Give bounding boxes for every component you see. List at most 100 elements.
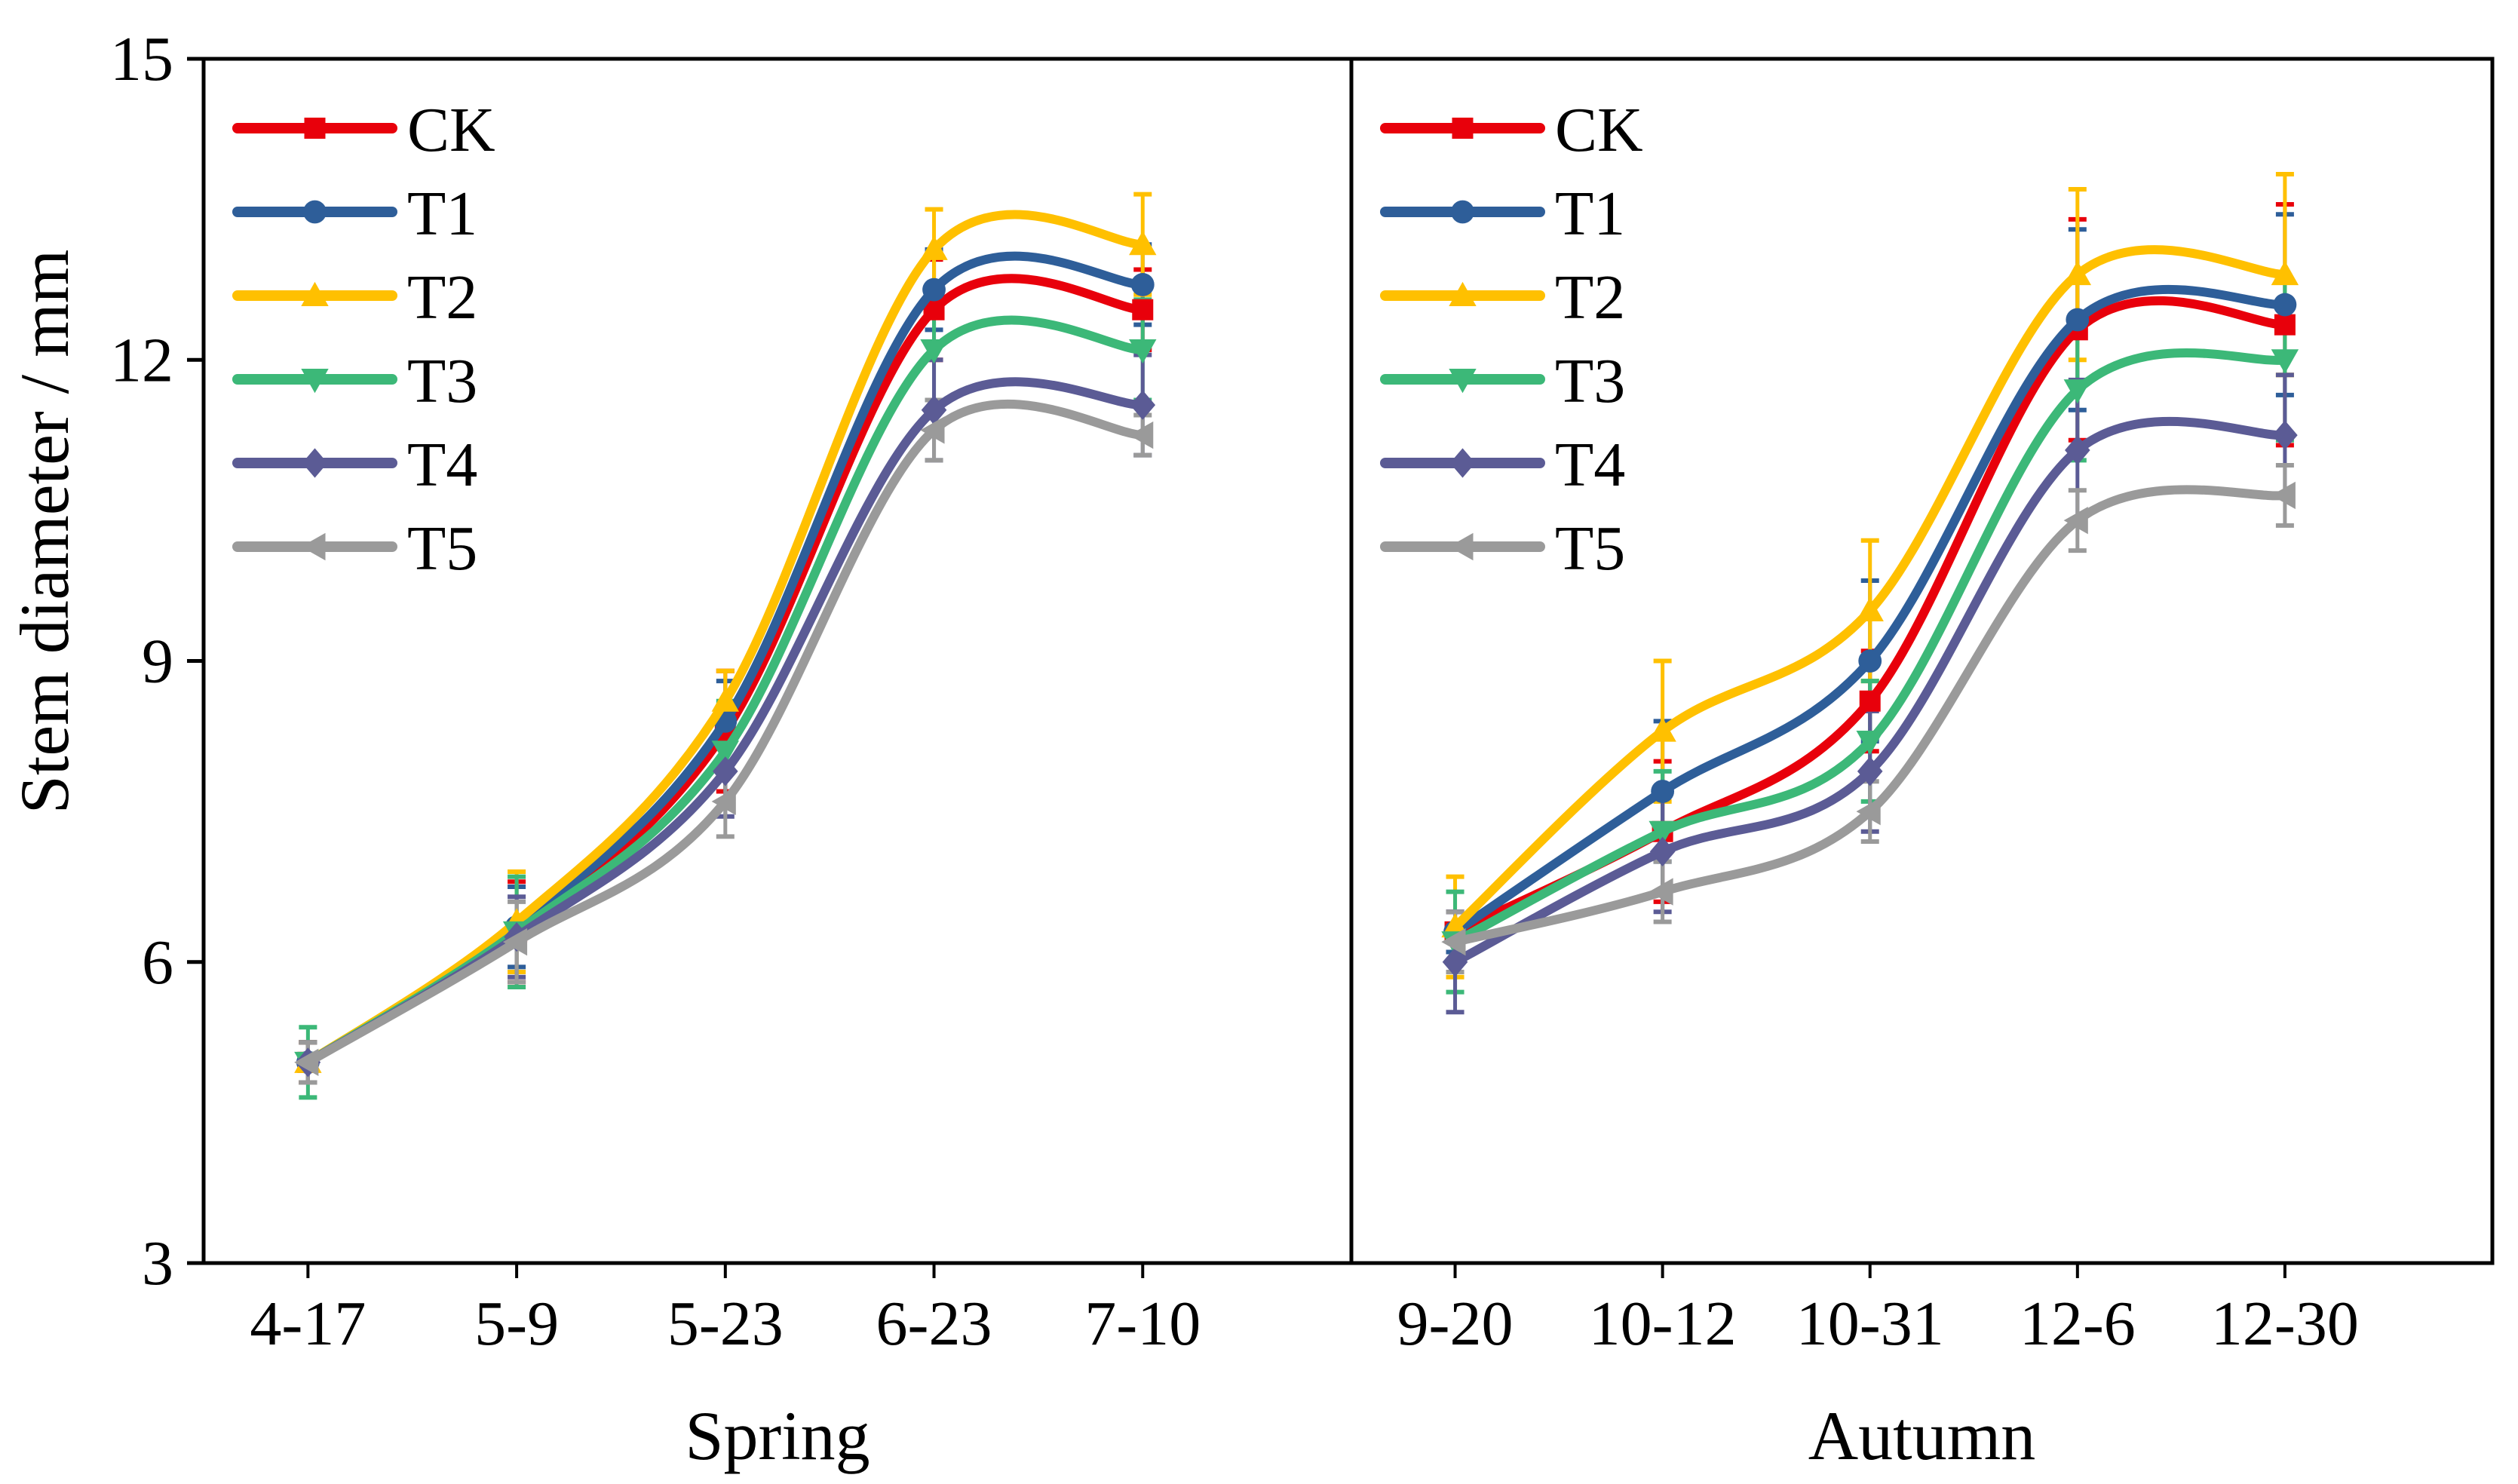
plot-border [201, 57, 2495, 1265]
data-point-t5 [1649, 878, 1673, 906]
series-line-t3 [1450, 348, 2290, 947]
legend-label: CK [407, 95, 495, 165]
series-line-t2 [303, 210, 1148, 1067]
legend-label: T5 [407, 514, 477, 584]
data-point-t3 [711, 740, 740, 765]
data-point-t3 [1856, 730, 1884, 756]
series-t5 [1441, 481, 2296, 956]
data-point-t4 [713, 756, 738, 786]
y-tick-label: 6 [142, 928, 173, 998]
data-point-t5 [1129, 421, 1154, 449]
data-point-t1 [2066, 308, 2090, 332]
data-point-t5 [1856, 797, 1881, 826]
legend-label: T1 [407, 179, 477, 249]
y-tick-label: 9 [142, 627, 173, 697]
legend-marker-ck [1452, 118, 1474, 139]
x-tick-label: 5-23 [667, 1289, 784, 1359]
data-point-t1 [2273, 293, 2297, 317]
x-tick-label: 12-6 [2020, 1289, 2136, 1359]
legend-label: CK [1555, 95, 1643, 165]
data-point-t5 [502, 928, 528, 956]
panel-autumn: 9-20 10-12 10-31 12-6 12-30 Autumn CK T1 T2 T3 T4 T… [1380, 95, 2359, 1474]
y-axis: 3 6 9 12 15 [110, 24, 204, 1298]
x-axis-0: 4-17 5-9 5-23 6-23 7-10 Spring [250, 1263, 1201, 1474]
data-point-t1 [1651, 780, 1675, 803]
x-tick-label: 9-20 [1397, 1289, 1514, 1359]
legend-label: T1 [1555, 179, 1625, 249]
data-point-t2 [920, 235, 948, 260]
data-point-t5 [2063, 506, 2088, 535]
legend-label: T5 [1555, 514, 1625, 584]
legend-label: T3 [407, 346, 477, 416]
data-point-t4 [921, 395, 947, 425]
series-group-0 [294, 192, 1157, 1100]
data-point-t5 [1441, 928, 1466, 956]
series-t5 [294, 399, 1154, 1077]
series-line-t4 [1450, 416, 2290, 967]
data-point-t4 [2065, 435, 2090, 465]
data-point-t1 [1858, 649, 1882, 673]
data-point-t3 [920, 339, 948, 364]
data-point-t3 [1649, 820, 1676, 845]
legend-marker-t1 [303, 200, 327, 224]
legend-marker-t2 [301, 281, 329, 306]
x-tick-label: 5-9 [474, 1289, 559, 1359]
data-point-ck [2274, 314, 2296, 336]
legend-marker-t3 [301, 369, 329, 394]
data-point-t1 [922, 277, 946, 302]
y-tick-label: 3 [142, 1228, 173, 1298]
legend-marker-t1 [1451, 200, 1474, 224]
x-tick-label: 10-12 [1589, 1289, 1737, 1359]
x-axis-title: Autumn [1808, 1397, 2036, 1474]
x-tick-label: 10-31 [1796, 1289, 1944, 1359]
data-point-t4 [1857, 756, 1883, 786]
x-axis-1: 9-20 10-12 10-31 12-6 12-30 Autumn [1397, 1263, 2359, 1474]
data-point-t3 [2063, 379, 2092, 404]
y-tick-label: 12 [110, 325, 173, 395]
series-line-t5 [303, 399, 1148, 1067]
series-line-t1 [1450, 284, 2290, 937]
data-point-t4 [2272, 420, 2298, 450]
legend-marker-t2 [1449, 281, 1477, 306]
legend-label: T2 [1555, 262, 1625, 333]
data-point-t5 [920, 416, 945, 444]
data-point-t3 [1129, 339, 1157, 364]
data-point-t1 [1130, 273, 1155, 296]
legend-marker-t4 [1449, 448, 1476, 478]
x-tick-label: 4-17 [250, 1289, 366, 1359]
legend-marker-t4 [302, 448, 328, 478]
chart-panels: 4-17 5-9 5-23 6-23 7-10SpringCKT1T2T3T4T59-2… [232, 95, 2359, 1474]
series-t4 [1442, 416, 2298, 977]
data-point-t2 [2271, 260, 2299, 286]
legend-marker-t5 [301, 532, 326, 561]
legend-label: T2 [407, 262, 477, 333]
data-point-t2 [2063, 260, 2092, 286]
legend-label: T3 [1555, 346, 1625, 416]
panel-spring: 4-17 5-9 5-23 6-23 7-10 Spring CK T1 T2 T3 T4 T5 [232, 95, 1201, 1474]
data-point-t5 [711, 787, 736, 816]
y-axis-title: Stem diameter / mm [6, 250, 83, 814]
data-point-ck [1859, 690, 1881, 712]
data-point-t5 [2271, 481, 2296, 510]
legend-0: CK T1 T2 T3 T4 T5 [232, 95, 495, 584]
chart-frame [201, 57, 2495, 1265]
legend-marker-ck [304, 118, 326, 139]
data-point-t2 [1649, 717, 1676, 742]
data-point-t2 [1856, 596, 1884, 621]
legend-1: CK T1 T2 T3 T4 T5 [1380, 95, 1643, 584]
x-tick-label: 12-30 [2211, 1289, 2359, 1359]
data-point-ck [1132, 299, 1154, 320]
y-tick-label: 15 [110, 24, 173, 94]
series-group-1 [1441, 172, 2299, 1015]
data-point-t4 [1130, 390, 1156, 420]
data-point-t4 [1649, 836, 1676, 866]
series-t3 [1441, 348, 2299, 956]
x-tick-label: 7-10 [1084, 1289, 1201, 1359]
legend-marker-t3 [1449, 369, 1477, 394]
data-point-t3 [2271, 349, 2299, 374]
x-tick-label: 6-23 [876, 1289, 992, 1359]
data-point-t2 [711, 687, 740, 712]
x-axis-title: Spring [685, 1397, 869, 1474]
series-t2 [294, 210, 1157, 1073]
